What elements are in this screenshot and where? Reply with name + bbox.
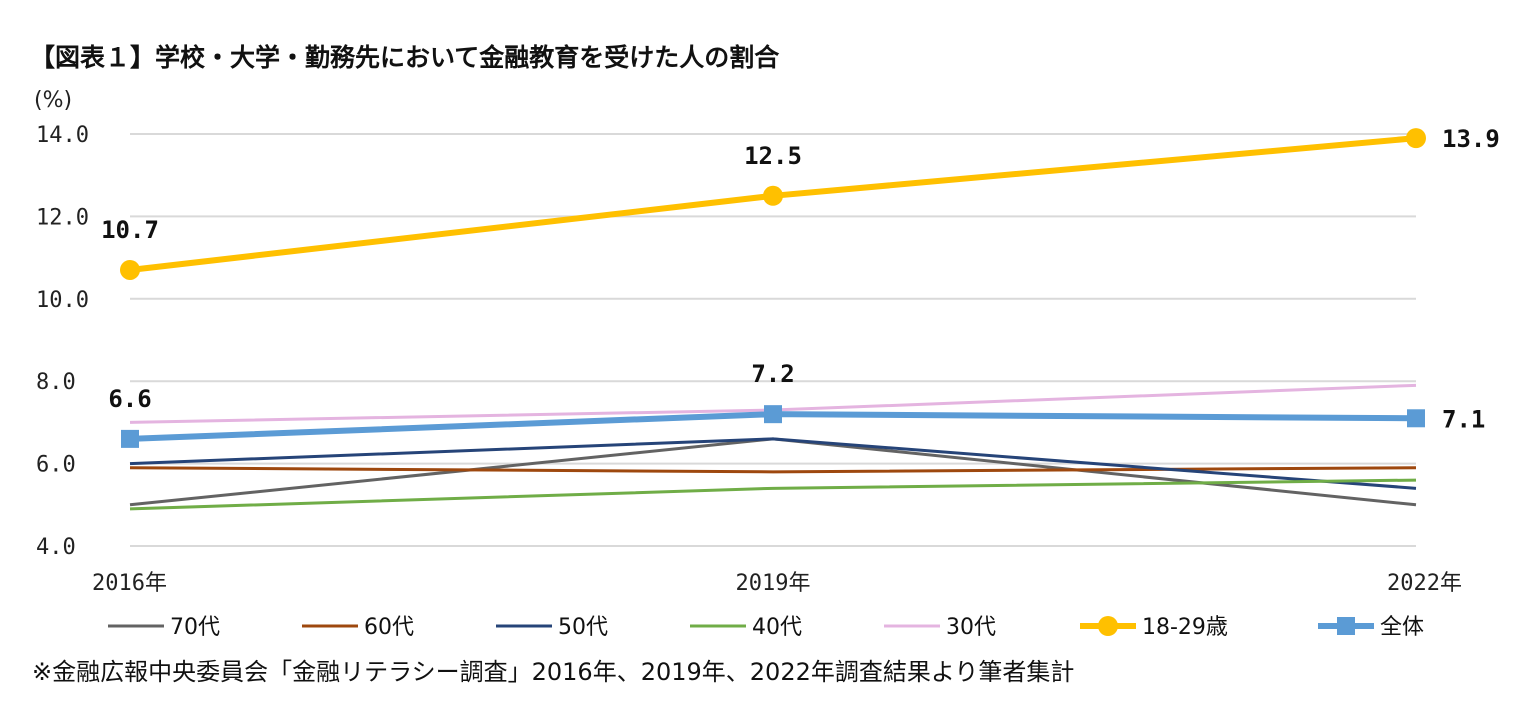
y-axis-unit: (%) [34, 88, 73, 113]
chart-title: 【図表１】学校・大学・勤務先において金融教育を受けた人の割合 [30, 43, 780, 72]
y-tick-label: 10.0 [36, 288, 89, 313]
legend-marker [1337, 617, 1355, 635]
y-tick-label: 12.0 [36, 205, 89, 230]
y-tick-label: 4.0 [36, 535, 76, 560]
x-tick-label: 2019年 [736, 571, 811, 596]
y-tick-label: 8.0 [36, 370, 76, 395]
data-point [1406, 128, 1426, 149]
data-label: 13.9 [1442, 125, 1500, 153]
data-point [763, 185, 783, 206]
legend-label: 60代 [364, 615, 414, 640]
data-label: 10.7 [101, 216, 159, 244]
legend-label: 70代 [170, 615, 220, 640]
legend-label: 40代 [752, 615, 802, 640]
data-point [121, 429, 139, 448]
y-tick-label: 6.0 [36, 453, 76, 478]
series-line-60代 [129, 466, 1417, 474]
data-point [1407, 409, 1425, 428]
legend-label: 全体 [1380, 615, 1424, 640]
series-line-50代 [129, 437, 1417, 490]
legend-label: 18-29歳 [1142, 615, 1228, 640]
data-point [764, 405, 782, 424]
x-tick-label: 2022年 [1387, 571, 1462, 596]
data-label: 6.6 [108, 385, 151, 413]
data-label: 7.2 [751, 360, 794, 388]
x-tick-label: 2016年 [92, 571, 167, 596]
y-tick-label: 14.0 [36, 123, 89, 148]
series-line-40代 [129, 478, 1417, 511]
footnote: ※金融広報中央委員会「金融リテラシー調査」2016年、2019年、2022年調査… [32, 658, 1075, 686]
legend-label: 30代 [946, 615, 996, 640]
data-point [120, 259, 140, 280]
legend-marker [1098, 616, 1118, 636]
data-label: 7.1 [1442, 405, 1485, 433]
legend-label: 50代 [558, 615, 608, 640]
data-label: 12.5 [744, 142, 802, 170]
